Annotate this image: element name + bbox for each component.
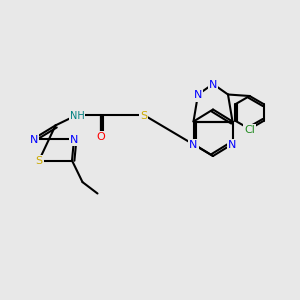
Text: NH: NH <box>70 111 85 121</box>
Text: N: N <box>70 135 78 145</box>
Text: S: S <box>35 157 43 166</box>
Text: O: O <box>96 133 105 142</box>
Text: N: N <box>189 140 198 150</box>
Text: N: N <box>209 80 217 90</box>
Text: N: N <box>30 135 38 145</box>
Text: N: N <box>194 91 202 100</box>
Text: S: S <box>140 111 147 121</box>
Text: Cl: Cl <box>244 125 255 135</box>
Text: N: N <box>228 140 237 150</box>
